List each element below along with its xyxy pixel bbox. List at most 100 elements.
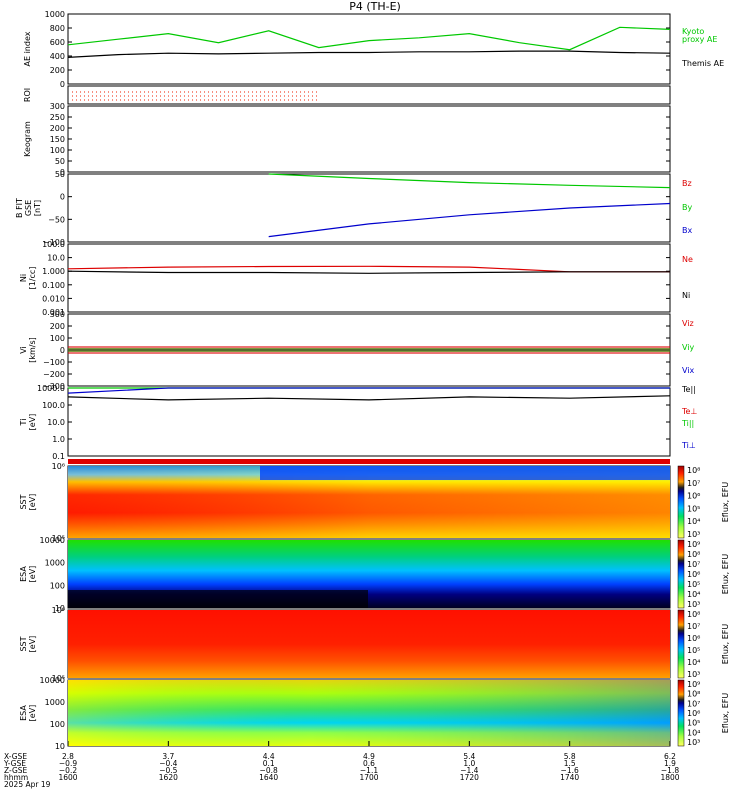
esa-electron-darkband xyxy=(68,590,368,608)
ylabel-bfit: [nT] xyxy=(33,200,42,216)
colorbar-tick: 10³ xyxy=(687,738,700,747)
ylabel-temp: Ti xyxy=(19,419,28,427)
ytick-sst_i: 10⁵ xyxy=(52,674,65,683)
ytick-bfit: 50 xyxy=(55,170,65,179)
panel-frame-bfit xyxy=(67,173,671,243)
xaxis-tick-label: 1720 xyxy=(460,773,479,782)
ytick-esa_e: 1000 xyxy=(45,559,65,568)
ytick-sst_i: 10⁶ xyxy=(52,606,65,615)
colorbar-tick: 10³ xyxy=(687,530,700,539)
colorbar xyxy=(677,609,685,679)
legend-ae: Themis AE xyxy=(681,59,724,68)
xaxis-tick-label: 3.7 xyxy=(162,752,174,761)
ytick-dens: 0.100 xyxy=(42,281,65,290)
ytick-vel: −100 xyxy=(43,358,65,367)
esa-ion-shading xyxy=(68,680,670,746)
colorbar xyxy=(677,465,685,539)
colorbar xyxy=(677,539,685,609)
xaxis-tick-label: 0.6 xyxy=(363,759,375,768)
ylabel-bfit: B FIT xyxy=(15,198,24,218)
xaxis-tick-label: 1640 xyxy=(259,773,278,782)
colorbar-tick: 10⁶ xyxy=(687,492,700,501)
ytick-dens: 0.010 xyxy=(42,294,65,303)
colorbar-tick: 10⁷ xyxy=(687,622,700,631)
colorbar-label: Eflux, EFU xyxy=(721,693,730,734)
panel-group: AE index10008006004002000ROIKeogram30025… xyxy=(15,10,724,751)
ytick-dens: 10.0 xyxy=(47,254,65,263)
legend-temp: Ti⊥ xyxy=(681,441,696,450)
colorbar-tick: 10⁸ xyxy=(687,610,700,619)
ytick-esa_i: 100 xyxy=(50,720,65,729)
legend-ae: Kyoto xyxy=(682,27,704,36)
ytick-bfit: 0 xyxy=(60,193,65,202)
ytick-esa_i: 10000 xyxy=(40,676,65,685)
series-line-te- xyxy=(67,395,671,401)
ylabel-sst_i: SST xyxy=(19,636,28,651)
xaxis-tick-label: 1620 xyxy=(159,773,178,782)
legend-vel: Vix xyxy=(682,366,695,375)
xaxis-tick-label: 1.9 xyxy=(664,759,676,768)
series-line-themis-ae xyxy=(67,50,671,58)
ylabel-kgram: Keogram xyxy=(23,121,32,157)
ytick-esa_i: 1000 xyxy=(45,698,65,707)
colorbar-tick: 10⁴ xyxy=(687,517,700,526)
ylabel-sst_e: [eV] xyxy=(28,494,37,511)
xaxis-row-label: X-GSE xyxy=(4,752,27,761)
ylabel-vel: [km/s] xyxy=(28,337,37,363)
ytick-kgram: 250 xyxy=(50,113,65,122)
xaxis-tick-label: 4.4 xyxy=(263,752,275,761)
series-line-kyoto-proxy-ae xyxy=(67,26,671,51)
colorbar-tick: 10⁸ xyxy=(687,550,700,559)
ytick-sst_e: 10⁵ xyxy=(52,534,65,543)
ytick-ae: 1000 xyxy=(45,10,65,19)
ytick-vel: 300 xyxy=(50,310,65,319)
panel-frame-roi xyxy=(67,85,671,105)
ytick-esa_e: 10 xyxy=(55,604,65,613)
colorbar-tick: 10⁷ xyxy=(687,479,700,488)
xaxis-tick-label: −1.1 xyxy=(360,766,378,775)
spectrograms xyxy=(68,459,670,746)
ytick-temp: 10.0 xyxy=(47,418,65,427)
ytick-dens: 0.001 xyxy=(42,308,65,317)
colorbar-tick: 10⁷ xyxy=(687,699,700,708)
ytick-esa_e: 10000 xyxy=(40,536,65,545)
ylabel-esa_e: [eV] xyxy=(28,566,37,583)
ytick-ae: 600 xyxy=(50,38,65,47)
xaxis-tick-label: 6.2 xyxy=(664,752,676,761)
colorbar-tick: 10⁹ xyxy=(687,540,700,549)
ylabel-esa_i: ESA xyxy=(19,705,28,721)
legend-dens: Ne xyxy=(682,255,693,264)
xaxis-tick-label: 2.8 xyxy=(62,752,74,761)
ylabel-esa_e: ESA xyxy=(19,566,28,582)
ylabel-dens: [1/cc] xyxy=(28,267,37,290)
xaxis-tick-label: 1.0 xyxy=(463,759,475,768)
legend-temp: Ti|| xyxy=(681,419,694,428)
xaxis-tick-label: −0.8 xyxy=(260,766,278,775)
ytick-esa_e: 100 xyxy=(50,581,65,590)
colorbar-tick: 10⁸ xyxy=(687,690,700,699)
ylabel-sst_i: [eV] xyxy=(28,636,37,653)
xaxis-tick-label: 1600 xyxy=(58,773,77,782)
legend-vel: Viz xyxy=(682,319,694,328)
xaxis-tick-label: −0.9 xyxy=(59,759,77,768)
colorbar-tick: 10⁴ xyxy=(687,728,700,737)
ytick-vel: −200 xyxy=(43,370,65,379)
xaxis-tick-label: 5.4 xyxy=(463,752,475,761)
xaxis-tick-label: −1.6 xyxy=(561,766,579,775)
legend-bfit: Bx xyxy=(682,226,692,235)
ytick-sst_e: 10⁶ xyxy=(52,462,65,471)
panel-frame-ae xyxy=(67,13,671,85)
xaxis-row-label: hhmm xyxy=(4,773,28,782)
ytick-kgram: 0 xyxy=(60,168,65,177)
colorbar-tick: 10⁹ xyxy=(687,680,700,689)
ytick-bfit: −50 xyxy=(48,215,65,224)
colorbar-tick: 10⁵ xyxy=(687,646,700,655)
velocity-noise-band xyxy=(68,346,670,354)
ytick-ae: 200 xyxy=(50,66,65,75)
colorbar-tick: 10⁶ xyxy=(687,634,700,643)
chart-marks xyxy=(67,26,671,401)
